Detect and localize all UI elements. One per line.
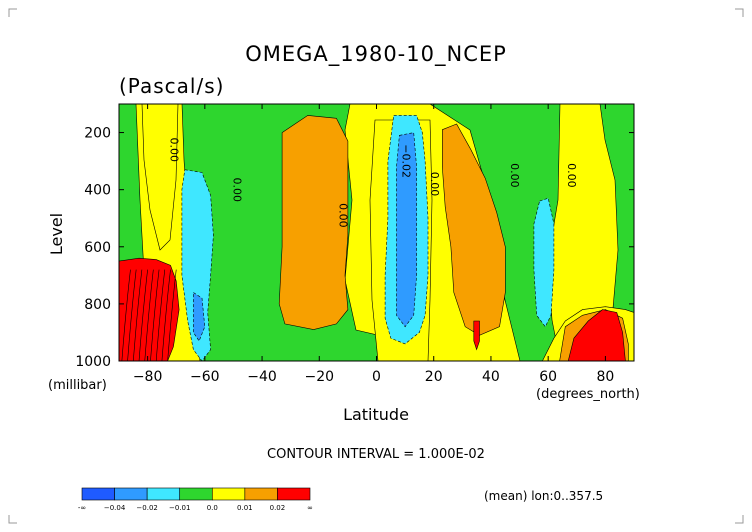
contour-label: −0.02 xyxy=(399,144,412,178)
contour-line xyxy=(121,269,131,361)
x-tick-label: −40 xyxy=(247,369,277,385)
x-axis-unit: (degrees_north) xyxy=(536,387,640,402)
contour-label: 0.00 xyxy=(428,172,441,197)
colorbar-level-label: −0.01 xyxy=(169,504,190,512)
chart-units: (Pascal/s) xyxy=(119,74,224,98)
y-ticks: 200 400 600 800 1000 xyxy=(75,126,634,370)
x-tick-label: 20 xyxy=(425,369,443,385)
colorbar-swatch xyxy=(211,487,246,501)
colorbar-swatch xyxy=(179,487,213,501)
contour-line xyxy=(127,269,137,361)
colorbar-swatch xyxy=(277,487,311,501)
contour-line xyxy=(150,269,160,361)
x-tick-label: −80 xyxy=(133,369,163,385)
colorbar-swatch xyxy=(114,487,148,501)
chart-title: OMEGA_1980-10_NCEP xyxy=(245,42,507,67)
contour-region xyxy=(396,132,417,328)
contour-line xyxy=(167,269,177,361)
contour-region xyxy=(441,123,506,336)
pocket-south-yellow xyxy=(141,104,179,251)
y-axis-unit: (millibar) xyxy=(48,378,107,393)
colorbar-swatch xyxy=(244,487,278,501)
x-tick-label: 80 xyxy=(596,369,614,385)
contour-line xyxy=(138,269,148,361)
contour-interval-note: CONTOUR INTERVAL = 1.000E-02 xyxy=(267,447,485,462)
contour-label: 0.00 xyxy=(230,177,243,202)
colorbar-level-label: −0.04 xyxy=(104,504,126,512)
contour-line xyxy=(133,269,143,361)
contour-plot: 0.00 0.00 0.00 −0.02 0.00 0.00 0.00 xyxy=(119,104,634,361)
contour-region xyxy=(473,320,480,351)
x-tick-label: −60 xyxy=(190,369,220,385)
y-tick-label: 800 xyxy=(84,297,111,313)
y-tick-label: 400 xyxy=(84,183,111,199)
x-tick-label: 0 xyxy=(372,369,381,385)
contour-regions xyxy=(119,115,634,361)
mean-note: (mean) lon:0..357.5 xyxy=(484,489,603,503)
contour-label: 0.00 xyxy=(508,163,521,188)
contour-label: 0.00 xyxy=(336,203,349,228)
y-axis-label: Level xyxy=(47,213,66,255)
colorbar-level-label: -∞ xyxy=(78,504,86,512)
colorbar-swatch xyxy=(81,487,115,501)
contour-region xyxy=(193,291,206,342)
x-ticks: −80 −60 −40 −20 0 20 40 60 80 xyxy=(133,104,614,385)
contour-region xyxy=(181,169,214,361)
x-axis-label: Latitude xyxy=(343,405,409,424)
colorbar-level-label: 0.01 xyxy=(237,504,253,512)
contour-line xyxy=(161,269,171,361)
contour-region xyxy=(278,115,349,330)
colorbar-level-label: 0.02 xyxy=(270,504,286,512)
page-corner-marks xyxy=(8,8,744,524)
colorbar-level-label: −0.02 xyxy=(136,504,157,512)
contour-line xyxy=(155,269,166,361)
contour-region xyxy=(567,309,626,361)
contour-label: 0.00 xyxy=(565,163,578,188)
colorbar: -∞ −0.04 −0.02 −0.01 0.0 0.01 0.02 ∞ xyxy=(78,487,313,512)
contour-region xyxy=(533,197,555,328)
colorbar-level-label: ∞ xyxy=(307,504,313,512)
colorbar-level-label: 0.0 xyxy=(207,504,218,512)
contour-label: 0.00 xyxy=(168,137,181,162)
y-tick-label: 600 xyxy=(84,240,111,256)
contour-labels: 0.00 0.00 0.00 −0.02 0.00 0.00 0.00 xyxy=(168,137,579,227)
colorbar-swatch xyxy=(146,487,181,501)
contour-line xyxy=(144,269,154,361)
x-tick-label: 60 xyxy=(539,369,557,385)
x-tick-label: −20 xyxy=(305,369,335,385)
y-tick-label: 1000 xyxy=(75,354,111,370)
x-tick-label: 40 xyxy=(482,369,500,385)
y-tick-label: 200 xyxy=(84,126,111,142)
